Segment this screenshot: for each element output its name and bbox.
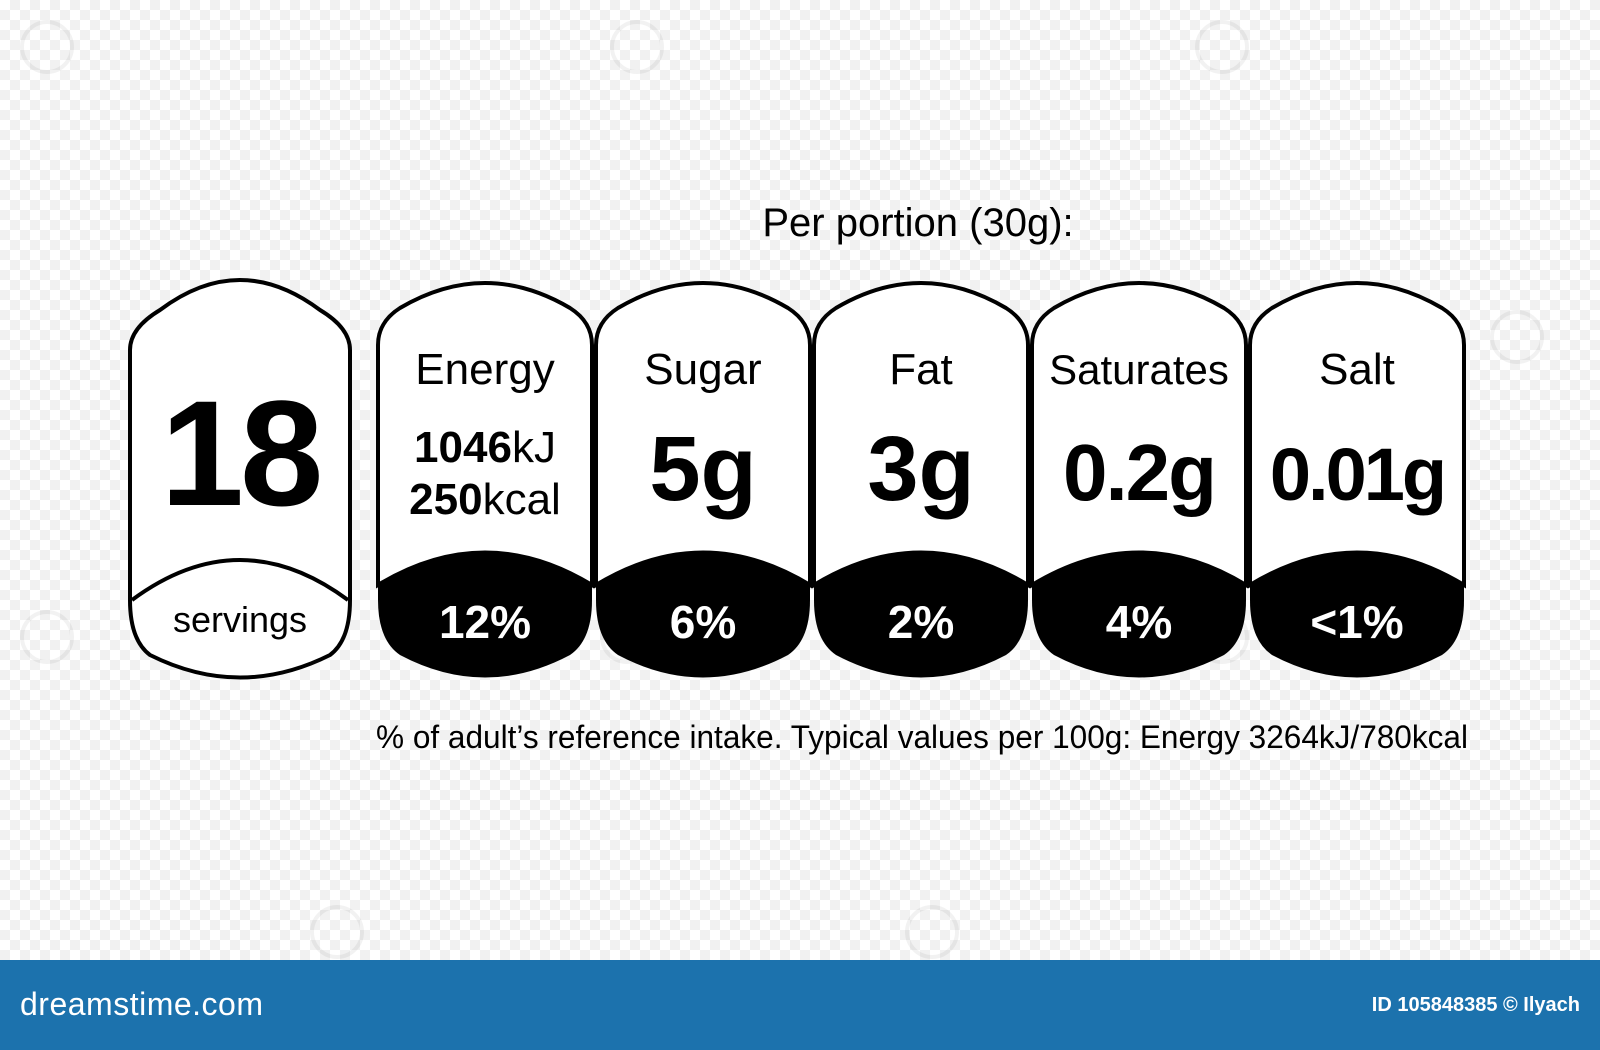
watermark-icon	[20, 20, 74, 74]
energy-column: Energy 1046kJ 250kcal 12%	[376, 281, 594, 678]
salt-label: Salt	[1319, 345, 1395, 394]
fat-label: Fat	[889, 345, 953, 394]
servings-count: 18	[161, 369, 320, 537]
watermark-icon	[905, 905, 959, 959]
watermark-icon	[610, 20, 664, 74]
energy-kcal-unit: kcal	[483, 475, 561, 524]
nutrition-label: Per portion (30g): 18 servings Energy 10…	[128, 201, 1468, 755]
watermark-icon	[310, 905, 364, 959]
saturates-label: Saturates	[1049, 346, 1229, 393]
energy-label: Energy	[415, 345, 554, 394]
footer-logo[interactable]: dreamstime.com	[20, 986, 264, 1022]
servings-label: servings	[173, 599, 307, 640]
salt-amount: 0.01g	[1270, 433, 1444, 516]
nutrient-columns: Energy 1046kJ 250kcal 12% Sugar 5g 6% Fa…	[376, 281, 1466, 678]
fat-amount: 3g	[867, 418, 974, 520]
sugar-label: Sugar	[644, 345, 761, 394]
salt-column: Salt 0.01g <1%	[1248, 281, 1466, 678]
energy-kj-value: 1046	[414, 423, 512, 472]
saturates-percent: 4%	[1106, 596, 1172, 648]
watermark-icon	[20, 610, 74, 664]
energy-kcal: 250kcal	[409, 475, 561, 524]
energy-kj-unit: kJ	[512, 423, 556, 472]
per-portion-title: Per portion (30g):	[762, 201, 1073, 245]
sugar-column: Sugar 5g 6%	[594, 281, 812, 678]
sugar-amount: 5g	[649, 418, 756, 520]
fat-percent: 2%	[888, 596, 954, 648]
servings-block: 18 servings	[128, 278, 352, 680]
watermark-icon	[1490, 310, 1544, 364]
sugar-percent: 6%	[670, 596, 736, 648]
energy-percent: 12%	[439, 596, 531, 648]
saturates-column: Saturates 0.2g 4%	[1030, 281, 1248, 678]
footer-bar: dreamstime.com ID 105848385 © Ilyach	[0, 960, 1600, 1050]
energy-kcal-value: 250	[409, 475, 482, 524]
fat-column: Fat 3g 2%	[812, 281, 1030, 678]
footer-credit: ID 105848385 © Ilyach	[1371, 994, 1580, 1016]
salt-percent: <1%	[1310, 596, 1403, 648]
watermark-icon	[1195, 20, 1249, 74]
energy-kj: 1046kJ	[414, 423, 556, 472]
saturates-amount: 0.2g	[1063, 428, 1215, 517]
reference-intake-note: % of adult’s reference intake. Typical v…	[376, 719, 1468, 755]
